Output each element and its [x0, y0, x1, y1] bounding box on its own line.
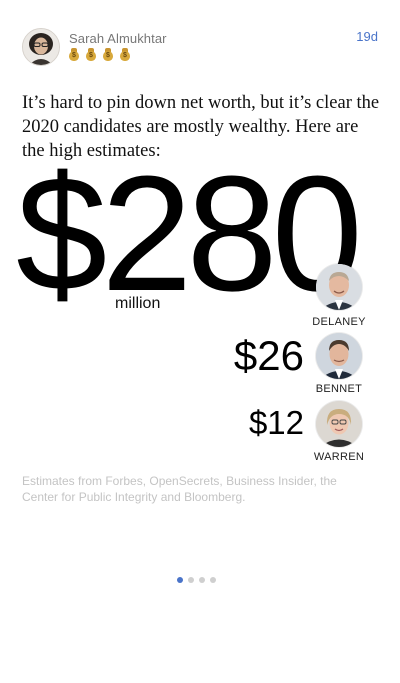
bennet-photo: [316, 333, 362, 379]
warren-photo: [316, 401, 362, 447]
delaney-name: DELANEY: [312, 316, 366, 328]
delaney-amount-unit: million: [115, 295, 161, 312]
pagination-dot-2[interactable]: [188, 577, 194, 583]
source-note: Estimates from Forbes, OpenSecrets, Busi…: [22, 474, 337, 504]
avatar-portrait-icon: [23, 29, 59, 65]
pagination-dot-4[interactable]: [210, 577, 216, 583]
money-bag-icon: $: [68, 48, 80, 61]
warren-name: WARREN: [313, 451, 365, 463]
bennet-amount: $26: [233, 332, 304, 379]
bennet-name: BENNET: [315, 383, 363, 395]
delaney-photo: [316, 264, 362, 310]
warren-amount: $12: [248, 404, 304, 441]
money-bag-icon: $: [85, 48, 97, 61]
money-bag-icon: $: [119, 48, 131, 61]
intro-text: It’s hard to pin down net worth, but it’…: [22, 93, 380, 161]
delaney-amount: $280: [16, 142, 363, 325]
post-timestamp: 19d: [356, 29, 378, 44]
pagination-dot-3[interactable]: [199, 577, 205, 583]
delaney-portrait-icon: [316, 264, 362, 310]
bennet-portrait-icon: [316, 333, 362, 379]
author-badges: $ $ $ $: [68, 48, 131, 62]
money-bag-icon: $: [102, 48, 114, 61]
author-name[interactable]: Sarah Almukhtar: [69, 31, 167, 46]
post-header: Sarah Almukhtar $ $ $ $ 19d: [22, 26, 378, 66]
pagination-dot-1[interactable]: [177, 577, 183, 583]
warren-portrait-icon: [316, 401, 362, 447]
author-avatar[interactable]: [22, 28, 60, 66]
pagination-dots: [177, 577, 216, 583]
